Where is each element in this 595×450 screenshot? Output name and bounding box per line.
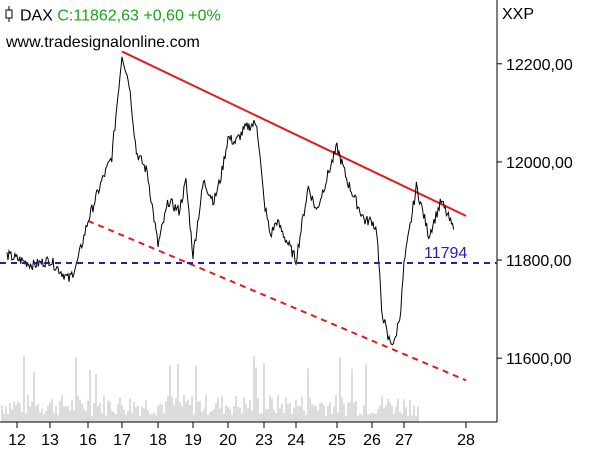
y-tick-label: 12200,00 [506, 57, 573, 74]
x-tick-label: 28 [457, 432, 475, 449]
resistance-trend-line [121, 50, 467, 217]
x-tick-label: 16 [79, 432, 97, 449]
level-label: 11794 [424, 245, 467, 262]
horizontal-level: 11794 [0, 245, 497, 265]
y-axis-ticks: 12200,00 12000,00 11800,00 11600,00 [497, 57, 573, 368]
x-tick-label: 25 [328, 432, 346, 449]
source-url: www.tradesignalonline.com [6, 34, 200, 51]
x-tick-label: 23 [255, 432, 273, 449]
symbol-label-right: XXP [502, 6, 535, 23]
plot-background [0, 0, 497, 422]
y-tick-label: 12000,00 [506, 155, 573, 172]
x-tick-label: 20 [219, 432, 237, 449]
quote-readout: C:11862,63 +0,60 +0% [57, 7, 221, 25]
price-series [6, 56, 455, 346]
x-tick-label: 26 [363, 432, 381, 449]
support-trend-line [87, 219, 467, 382]
symbol-label-main: DAX [20, 7, 53, 25]
x-tick-label: 13 [41, 432, 59, 449]
trend-lines [87, 50, 467, 382]
title-line: DAX C:11862,63 +0,60 +0% [4, 6, 221, 27]
x-tick-label: 27 [395, 432, 413, 449]
y-tick-label: 11800,00 [506, 253, 572, 270]
candlestick-icon [4, 6, 14, 27]
x-tick-label: 12 [8, 432, 26, 449]
volume-bars [1, 355, 419, 422]
y-tick-label: 11600,00 [506, 351, 572, 368]
x-tick-label: 17 [113, 432, 131, 449]
x-tick-label: 19 [184, 432, 202, 449]
price-line [6, 56, 455, 346]
x-axis-ticks: 12 13 16 17 18 19 20 23 24 25 26 27 28 [8, 422, 475, 449]
x-tick-label: 18 [149, 432, 167, 449]
x-tick-label: 24 [287, 432, 305, 449]
